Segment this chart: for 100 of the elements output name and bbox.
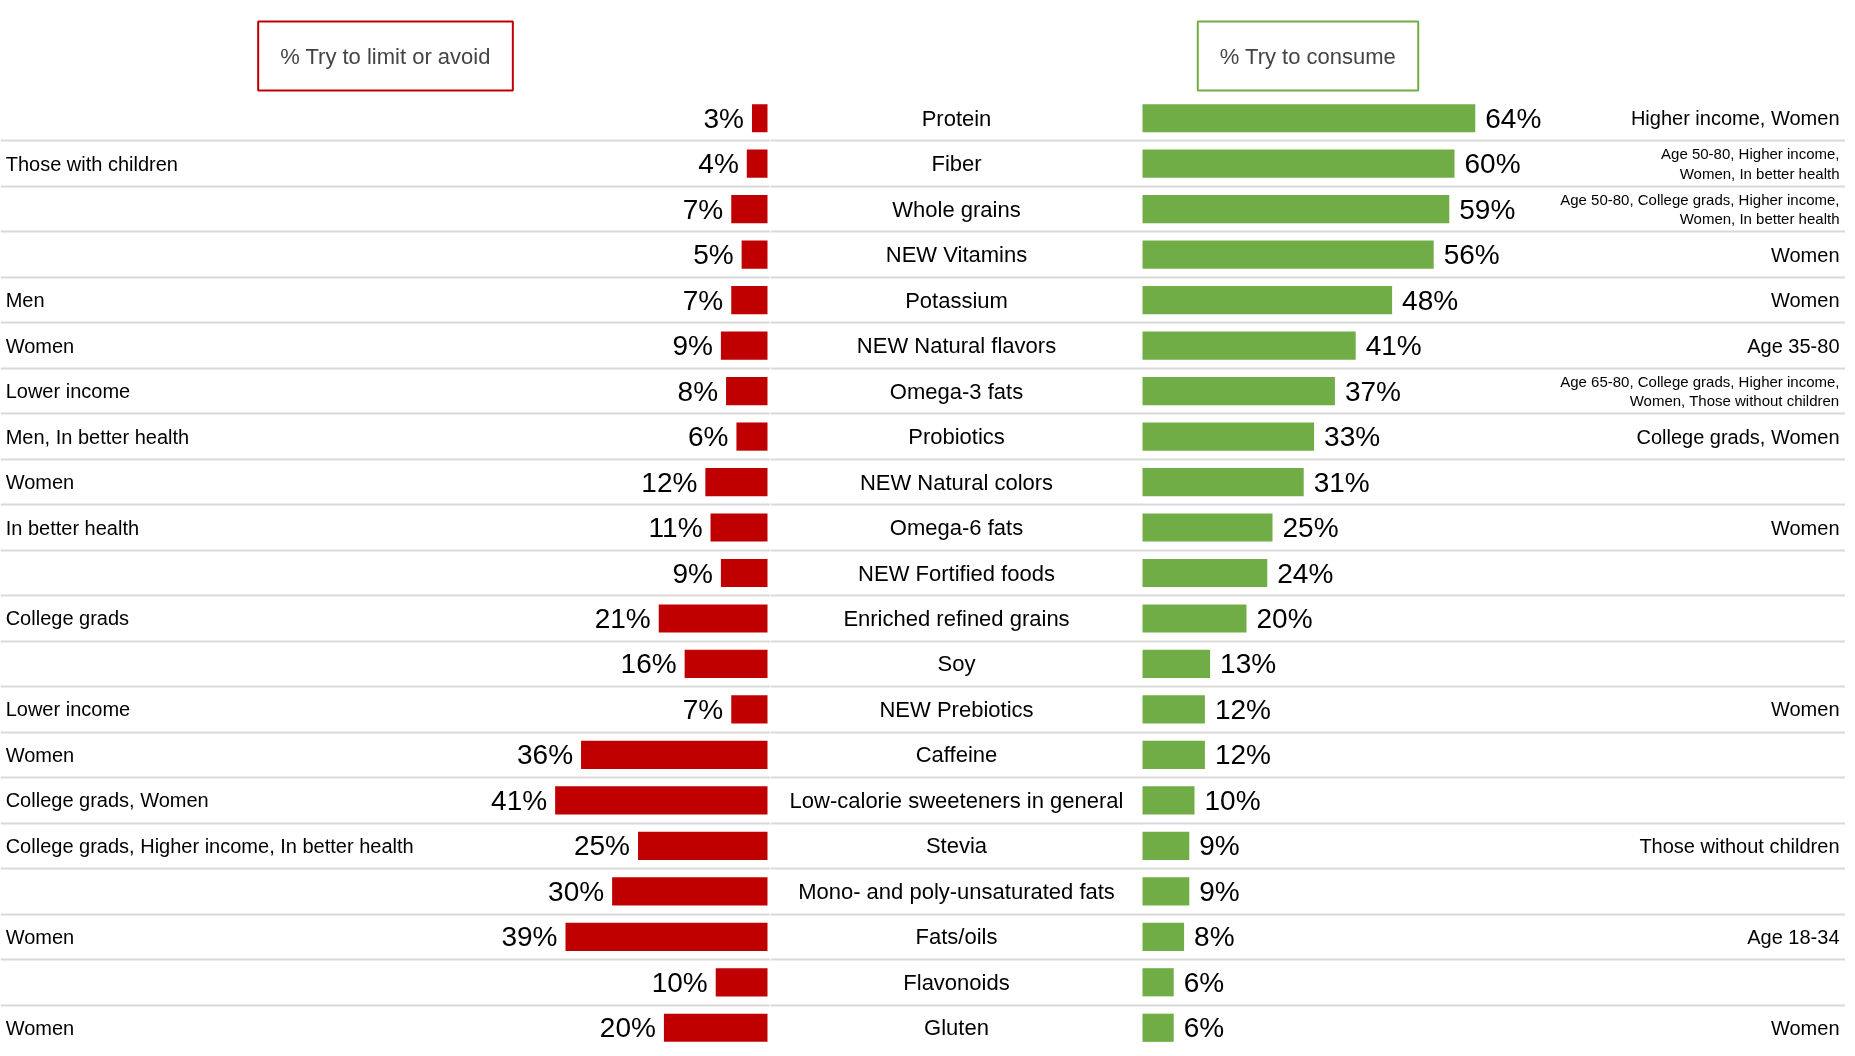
bar: [1142, 558, 1268, 588]
data-label: 36%: [517, 739, 574, 771]
data-label: 6%: [687, 421, 729, 453]
bar: [1142, 331, 1356, 360]
y-tick-label: Caffeine: [915, 742, 998, 768]
data-label: 33%: [1324, 421, 1381, 453]
bar: [715, 968, 768, 997]
data-label: 6%: [1183, 1012, 1225, 1044]
bar: [1142, 695, 1205, 724]
bar: [726, 377, 768, 406]
y2-tick-label: Women: [1770, 516, 1840, 539]
y-tick-label: Women: [5, 925, 75, 948]
y-tick-label: Whole grains: [892, 196, 1021, 222]
data-label: 6%: [1183, 966, 1225, 998]
bar: [751, 104, 768, 133]
y-tick-label: Flavonoids: [903, 969, 1010, 995]
y2-tick-label: Age 65-80, College grads, Higher income, Women, Those without children: [1560, 372, 1840, 410]
bar: [731, 195, 768, 224]
data-label: 7%: [682, 693, 724, 725]
bar: [746, 149, 768, 178]
data-label: 56%: [1443, 239, 1500, 271]
bar: [1142, 604, 1247, 633]
data-label: 9%: [672, 330, 713, 362]
y-tick-label: College grads, Higher income, In better health: [5, 834, 414, 857]
data-label: 7%: [682, 284, 724, 316]
y-tick-label: NEW Vitamins: [885, 242, 1028, 268]
y2-tick-label: Women: [1770, 1016, 1840, 1039]
y-tick-label: Mono- and poly-unsaturated fats: [798, 878, 1115, 904]
data-label: 10%: [651, 966, 708, 998]
bar: [1142, 422, 1315, 451]
bar: [1142, 740, 1205, 769]
y-tick-label: NEW Natural flavors: [856, 333, 1057, 359]
data-label: 9%: [1199, 830, 1240, 862]
bar: [720, 331, 768, 360]
y-tick-label: Enriched refined grains: [843, 605, 1070, 631]
data-label: 9%: [672, 557, 713, 589]
bar: [1142, 1013, 1174, 1042]
data-label: 12%: [641, 466, 698, 498]
bar: [720, 558, 768, 588]
data-label: 24%: [1277, 557, 1334, 589]
data-label: 25%: [1282, 512, 1339, 544]
y2-tick-label: College grads, Women: [1636, 425, 1840, 448]
bar: [658, 604, 768, 633]
bar: [741, 240, 768, 269]
y-tick-label: Fiber: [931, 151, 982, 177]
bar: [710, 513, 768, 542]
data-label: 21%: [594, 602, 651, 634]
y-tick-label: Women: [5, 743, 75, 766]
bar: [731, 695, 768, 724]
y2-tick-label: Higher income, Women: [1630, 107, 1840, 130]
bar: [1142, 968, 1174, 997]
y-tick-label: Lower income: [5, 380, 131, 403]
data-label: 41%: [1365, 330, 1422, 362]
bar: [684, 649, 768, 679]
y2-tick-label: Age 50-80, College grads, Higher income, Women, In better health: [1560, 190, 1840, 228]
data-label: 39%: [501, 921, 558, 953]
y2-tick-label: Those without children: [1639, 834, 1840, 857]
bar: [705, 467, 768, 497]
data-label: 10%: [1204, 784, 1261, 816]
bar: [736, 422, 768, 451]
data-label: 41%: [491, 784, 548, 816]
data-label: 8%: [677, 375, 719, 407]
data-label: 12%: [1214, 693, 1271, 725]
bar: [1142, 104, 1476, 133]
data-label: 20%: [599, 1012, 656, 1044]
bar: [1142, 513, 1273, 542]
y-tick-label: In better health: [5, 516, 140, 539]
y-tick-label: NEW Fortified foods: [858, 560, 1055, 586]
chart-title: % Try to consume: [1219, 43, 1396, 69]
bar: [581, 740, 768, 769]
data-label: 20%: [1256, 602, 1313, 634]
y-tick-label: Potassium: [905, 287, 1008, 313]
bar: [1142, 786, 1195, 815]
y2-tick-label: Age 18-34: [1747, 925, 1840, 948]
y-tick-label: Omega-6 fats: [889, 515, 1024, 541]
data-label: 60%: [1464, 148, 1521, 180]
bar: [1142, 240, 1434, 269]
y-tick-label: Protein: [921, 105, 992, 131]
data-label: 7%: [682, 193, 724, 225]
y-tick-label: Those with children: [5, 152, 178, 175]
bar: [1142, 467, 1304, 497]
y-tick-label: Probiotics: [908, 424, 1005, 450]
y-tick-label: Women: [5, 334, 75, 357]
data-label: 4%: [698, 148, 739, 180]
bar: [1142, 831, 1190, 860]
y-tick-label: Soy: [937, 651, 976, 677]
y-tick-label: Stevia: [925, 833, 988, 859]
bar: [1142, 149, 1455, 178]
y2-tick-label: Age 35-80: [1747, 334, 1840, 357]
data-label: 3%: [703, 102, 744, 134]
bar: [565, 922, 768, 951]
data-label: 12%: [1214, 739, 1271, 771]
bar: [555, 786, 768, 815]
bar: [731, 286, 768, 315]
bar: [638, 831, 768, 860]
data-label: 48%: [1402, 284, 1459, 316]
y-tick-label: College grads: [5, 607, 130, 630]
y-tick-label: Lower income: [5, 698, 131, 721]
data-label: 37%: [1344, 375, 1401, 407]
data-label: 8%: [1194, 921, 1235, 953]
